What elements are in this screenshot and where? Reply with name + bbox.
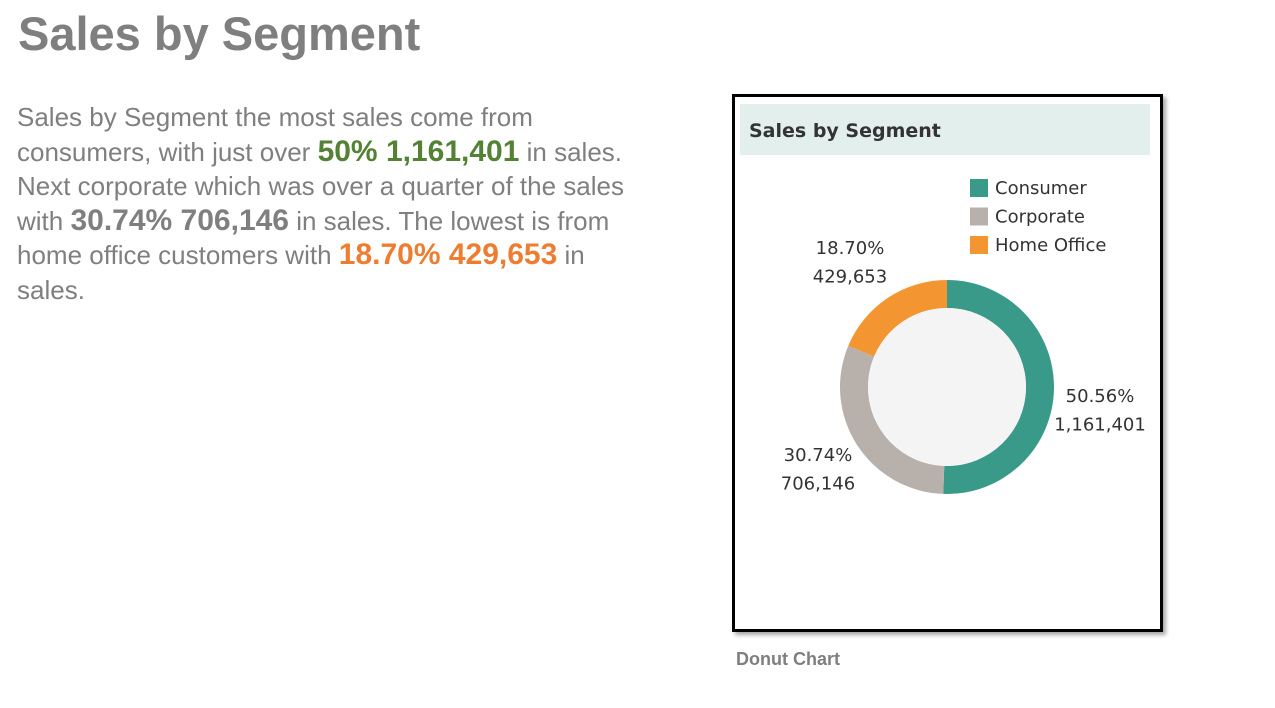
chart-title: Sales by Segment <box>749 120 941 142</box>
body-text-3: in sales. The lowest is from home office… <box>17 205 610 271</box>
body-text-4: in sales. <box>17 240 585 305</box>
legend-swatch-consumer <box>970 179 988 197</box>
body-paragraph: Sales by Segment the most sales come fro… <box>17 100 657 307</box>
donut-chart: Consumer Corporate Home Office 50.56% 1,161,… <box>781 178 1146 495</box>
chart-frame: Sales by Segment Consumer Corporate Home O… <box>732 94 1163 632</box>
legend-swatch-home-office <box>970 236 988 254</box>
legend-label-home-office: Home Office <box>995 235 1106 256</box>
corporate-highlight: 30.74% 706,146 <box>70 203 289 237</box>
slice-home-office <box>848 280 947 357</box>
data-label-percent-consumer: 50.56% <box>1066 386 1135 407</box>
home-office-highlight: 18.70% 429,653 <box>338 238 558 271</box>
data-label-percent-home-office: 18.70% <box>816 238 885 259</box>
data-label-value-corporate: 706,146 <box>781 474 855 495</box>
chart-header: Sales by Segment <box>740 104 1150 155</box>
donut-hole <box>868 308 1026 466</box>
legend-swatch-corporate <box>970 207 988 226</box>
data-label-value-home-office: 429,653 <box>813 267 887 288</box>
body-text-1: Sales by Segment the most sales come fro… <box>17 102 533 167</box>
slice-consumer <box>943 280 1054 494</box>
data-label-percent-corporate: 30.74% <box>784 445 853 466</box>
legend-label-consumer: Consumer <box>995 178 1087 199</box>
body-text-2: in sales. Next corporate which was over … <box>17 136 624 236</box>
data-label-value-consumer: 1,161,401 <box>1054 415 1146 436</box>
slice-corporate <box>840 345 945 494</box>
chart-caption: Donut Chart <box>736 649 840 669</box>
consumer-highlight: 50% 1,161,401 <box>317 134 520 168</box>
legend-label-corporate: Corporate <box>995 207 1085 228</box>
slide-title: Sales by Segment <box>18 7 421 60</box>
